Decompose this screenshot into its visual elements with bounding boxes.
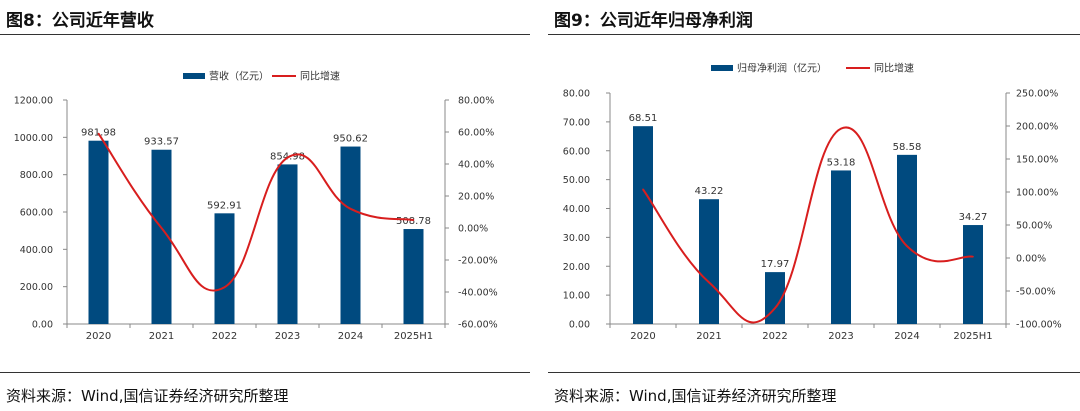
x-category-label: 2020 [630,331,655,342]
right-y-tick-label: -60.00% [458,320,498,331]
left-y-tick-label: 600.00 [20,208,53,219]
figure-9-top-rule [548,34,1080,35]
x-category-label: 2024 [894,331,919,342]
x-category-label: 2023 [275,331,300,342]
bar [340,146,361,324]
revenue-chart: 0.00 200.00 400.00 600.00 800.00 1000.00 1200.… [14,70,498,343]
growth-rate-line [642,126,974,324]
bar [831,170,851,324]
growth-rate-point [349,208,352,210]
bar-data-label: 933.57 [144,137,179,148]
net-profit-chart: 0.00 10.00 20.00 30.00 40.00 50.00 60.00 70.00 8… [563,62,1062,343]
legend-bar-label: 营收（亿元） [209,70,269,83]
right-y-tick-label: -20.00% [458,256,498,267]
figure-8-bottom-rule [0,372,530,373]
growth-rate-point [412,219,415,221]
left-y-tick-label: 10.00 [563,291,590,302]
bar-data-label: 43.22 [695,186,724,197]
left-y-tick-label: 20.00 [563,262,590,273]
x-category-label: 2022 [762,331,787,342]
right-y-tick-label: 250.00% [1016,89,1058,100]
figure-9-title: 图9：公司近年归母净利润 [554,11,753,31]
bar-data-label: 17.97 [761,259,790,270]
right-y-tick-label: 60.00% [458,128,494,139]
left-y-tick-label: 400.00 [20,245,53,256]
right-y-tick-label: -50.00% [1016,287,1056,298]
legend-bar-swatch [711,65,733,71]
bar [88,140,109,324]
growth-rate-point [840,127,842,130]
right-y-tick-label: 40.00% [458,160,494,171]
legend-line-label: 同比增速 [874,62,914,75]
right-y-tick-label: 200.00% [1016,122,1058,133]
figure-8-source: 资料来源：Wind,国信证券经济研究所整理 [6,387,289,405]
left-y-tick-label: 80.00 [563,89,590,100]
x-category-label: 2025H1 [394,331,433,342]
right-y-tick-label: 150.00% [1016,155,1058,166]
figure-9-panel: 图9：公司近年归母净利润 0.00 10.00 20.00 30.00 40.00 50.… [548,0,1080,411]
bar [633,126,653,325]
growth-rate-point [97,132,100,135]
figure-8-top-rule [0,34,530,35]
legend-bar-label: 归母净利润（亿元） [737,62,827,75]
left-y-tick-label: 60.00 [563,146,590,157]
bar [897,154,917,324]
right-y-tick-label: 20.00% [458,192,494,203]
left-y-tick-label: 200.00 [20,282,53,293]
right-y-tick-label: -40.00% [458,288,498,299]
bar [214,213,235,324]
right-y-tick-label: 0.00% [1016,254,1046,265]
left-y-tick-label: 70.00 [563,117,590,128]
bar [277,164,298,324]
growth-rate-point [708,281,710,284]
bar [963,225,983,324]
figure-9-bottom-rule [548,372,1080,373]
growth-rate-point [774,307,776,309]
legend-line-label: 同比增速 [300,70,340,83]
left-y-tick-label: 30.00 [563,233,590,244]
left-y-tick-label: 50.00 [563,175,590,186]
bar-data-label: 508.78 [396,216,431,227]
x-category-label: 2023 [828,331,853,342]
x-category-label: 2020 [86,331,111,342]
figure-8-panel: 图8：公司近年营收 0.00 200.00 400.00 600.00 800.00 10… [0,0,530,411]
right-y-tick-label: 50.00% [1016,221,1052,232]
right-y-tick-label: -100.00% [1016,320,1062,331]
right-y-tick-label: 80.00% [458,96,494,107]
left-y-tick-label: 40.00 [563,204,590,215]
left-y-tick-label: 1000.00 [14,133,53,144]
growth-rate-point [642,188,644,191]
growth-rate-point [906,245,908,247]
growth-rate-point [160,227,163,229]
growth-rate-line [97,133,414,292]
x-category-label: 2021 [696,331,721,342]
left-y-tick-label: 0.00 [569,320,590,331]
bar-data-label: 592.91 [207,200,242,211]
legend-bar-swatch [183,73,205,79]
growth-rate-point [223,286,226,288]
left-y-tick-label: 800.00 [20,170,53,181]
bar-data-label: 53.18 [827,157,856,168]
left-y-tick-label: 0.00 [32,320,53,331]
x-category-label: 2021 [149,331,174,342]
bar-data-label: 68.51 [629,113,658,124]
bar-data-label: 34.27 [959,212,988,223]
bar-data-label: 950.62 [333,134,368,145]
bar [151,149,172,324]
bar [765,272,785,324]
bar [403,229,424,324]
figure-8-title: 图8：公司近年营收 [6,11,154,31]
right-y-tick-label: 0.00% [458,224,488,235]
growth-rate-point [972,255,974,258]
bar [699,199,719,324]
left-y-tick-label: 1200.00 [14,96,53,107]
right-y-tick-label: 100.00% [1016,188,1058,199]
growth-rate-point [286,156,289,159]
figure-9-source: 资料来源：Wind,国信证券经济研究所整理 [554,387,837,405]
x-category-label: 2025H1 [953,331,992,342]
x-category-label: 2022 [212,331,237,342]
bar-data-label: 58.58 [893,142,922,153]
x-category-label: 2024 [338,331,363,342]
